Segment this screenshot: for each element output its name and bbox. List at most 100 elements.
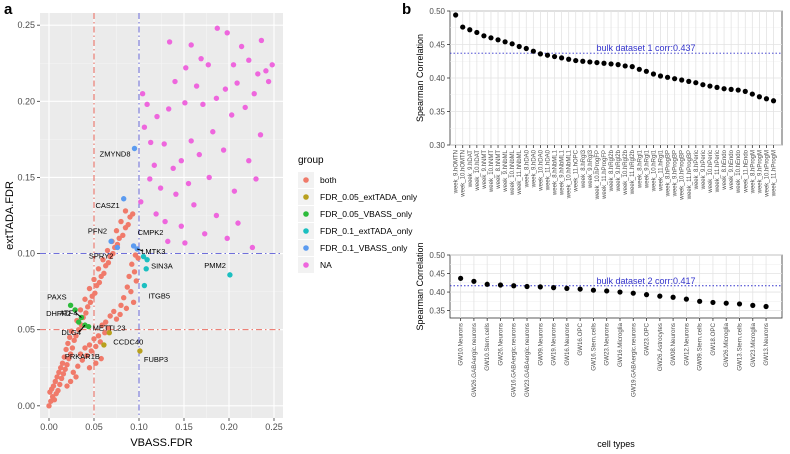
point-na [242, 104, 248, 111]
x-tick-label: GW10.Stem.cells [484, 323, 491, 371]
point-na [172, 78, 178, 85]
correlation-point [511, 283, 517, 289]
correlation-point [551, 53, 558, 60]
point-na [265, 78, 272, 85]
point-na [162, 218, 168, 225]
point-both [58, 365, 64, 371]
point-na [166, 39, 173, 45]
correlation-point [770, 98, 777, 104]
point-na [185, 180, 192, 187]
point-both [73, 333, 79, 339]
correlation-point [672, 76, 678, 82]
x-tick-label: 0.10 [130, 422, 148, 432]
point-fdr-0-05-exttada-only [101, 342, 107, 348]
point-both [58, 375, 65, 382]
correlation-point [573, 57, 579, 64]
legend-label-both: both [320, 175, 337, 185]
correlation-point [714, 84, 720, 90]
correlation-point [756, 94, 762, 100]
point-both [129, 261, 135, 267]
point-both [105, 325, 112, 331]
x-tick-label: week_8.hRgl3 [581, 149, 587, 189]
x-tick-label: GW26.Microglia [723, 322, 730, 367]
x-tick-label: GW23.GABAergic.neurons [524, 323, 531, 397]
point-both [118, 302, 124, 309]
gene-label-casz1: CASZ1 [96, 201, 120, 210]
point-both [83, 310, 89, 316]
correlation-point [471, 278, 477, 284]
point-na [193, 83, 200, 89]
gene-label-dlg4: DLG4 [61, 328, 81, 337]
correlation-point [736, 301, 743, 307]
correlation-point [664, 74, 671, 80]
point-both [87, 299, 94, 305]
point-na [213, 212, 220, 219]
correlation-point [617, 289, 623, 295]
point-both [130, 299, 137, 305]
y-tick-label: 0.40 [429, 288, 445, 297]
correlation-point [516, 43, 522, 50]
correlation-point [550, 285, 557, 291]
correlation-point [697, 298, 703, 304]
point-both [84, 352, 90, 359]
point-na [144, 101, 150, 108]
point-both [113, 316, 120, 322]
correlation-point [580, 58, 586, 64]
correlation-point [721, 86, 727, 92]
y-tick-label: 0.25 [17, 20, 35, 30]
correlation-point [484, 281, 490, 287]
correlation-point [679, 77, 685, 83]
legend-marker-fdr-0-1-exttada-only [303, 228, 309, 234]
x-tick-label: GW08.Neurons [670, 323, 677, 366]
point-both [131, 269, 138, 275]
x-tick-label: week_11.hRgl1 [659, 149, 665, 192]
point-na [224, 235, 230, 242]
correlation-point [502, 39, 508, 45]
x-tick-label: week_9.hRgl2b [616, 149, 622, 192]
correlation-point [523, 45, 529, 52]
x-axis-title: cell types [597, 439, 635, 449]
point-both [50, 383, 57, 389]
point-na [263, 68, 269, 74]
correlation-point [488, 35, 494, 41]
point-fdr-0-1-vbass-only [121, 196, 127, 202]
point-both [82, 345, 88, 351]
point-both [117, 311, 123, 318]
x-tick-label: GW09.Stem.cells [697, 323, 704, 371]
point-both [91, 336, 97, 342]
x-tick-label: week_9.hProgM [757, 150, 763, 194]
point-both [123, 305, 130, 312]
y-tick-label: 0.50 [429, 251, 445, 260]
annotation-leader [75, 312, 82, 318]
correlation-point [763, 303, 769, 310]
legend-label-fdr-0-05-vbass-only: FDR_0.05_VBASS_only [320, 209, 413, 219]
gene-label-zmynd8: ZMYND8 [100, 150, 131, 159]
x-tick-label: GW19.Neurons [551, 323, 558, 366]
group-legend: group both FDR_0.05_extTADA_only FDR_0.05_V… [298, 155, 418, 273]
point-both [65, 340, 71, 347]
gene-label-spry2: SPRY2 [89, 251, 113, 260]
correlation-point [763, 96, 770, 102]
gene-label-atf4: ATF4 [60, 309, 78, 318]
correlation-point [636, 66, 642, 72]
y-tick-label: 0.50 [429, 7, 445, 16]
x-tick-label: week_8.hRgl2b [609, 149, 615, 192]
y-tick-label: 0.35 [429, 307, 445, 316]
point-both [113, 228, 120, 234]
point-na [170, 165, 176, 172]
correlation-point [537, 51, 544, 57]
point-fdr-0-1-vbass-only [131, 145, 138, 152]
point-both [56, 369, 62, 376]
correlation-point [629, 64, 635, 70]
point-na [154, 113, 160, 120]
point-na [213, 95, 220, 101]
point-both [120, 232, 126, 238]
x-tick-label: GW23.Neurons [604, 323, 611, 366]
correlation-point [657, 293, 663, 299]
point-fdr-0-05-vbass-only [67, 302, 74, 309]
x-tick-label: week_10.hProgBP [680, 150, 686, 201]
point-na [173, 191, 179, 197]
correlation-point [710, 299, 716, 306]
x-tick-label: week_9.hNMT [482, 150, 488, 190]
point-both [63, 346, 69, 353]
